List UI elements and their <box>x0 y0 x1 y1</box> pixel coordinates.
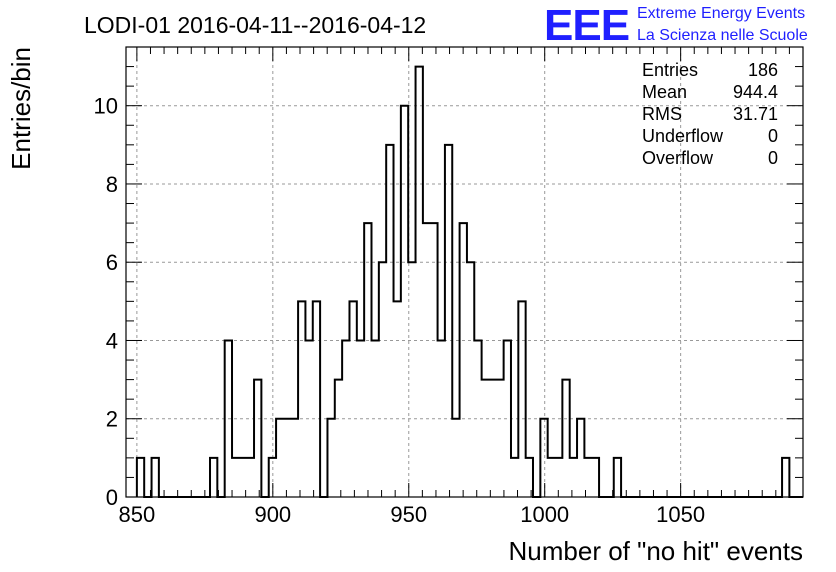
stats-overflow-value: 0 <box>768 148 778 168</box>
histogram-bin <box>137 458 144 497</box>
y-tick-label: 4 <box>106 328 118 353</box>
x-tick-label: 850 <box>119 502 156 527</box>
histogram-bin <box>460 223 467 497</box>
histogram-bin <box>364 223 371 497</box>
histogram-bin <box>276 419 283 497</box>
histogram-bin <box>430 223 437 497</box>
x-tick-label: 950 <box>390 502 427 527</box>
stats-box: Entries 186 Mean 944.4 RMS 31.71 Underfl… <box>642 60 778 168</box>
histogram-bin <box>313 301 320 497</box>
stats-rms-value: 31.71 <box>733 104 778 124</box>
histogram-bin <box>416 67 423 497</box>
histogram-bin <box>452 419 459 497</box>
y-tick-label: 6 <box>106 250 118 275</box>
histogram-bin <box>372 340 379 497</box>
histogram-bin <box>401 106 408 497</box>
eee-logo-line2: La Scienza nelle Scuole <box>637 27 808 44</box>
histogram-bin <box>239 458 246 497</box>
histogram-bin <box>357 340 364 497</box>
histogram-bin <box>548 458 555 497</box>
histogram-bin <box>511 458 518 497</box>
stats-underflow-value: 0 <box>768 126 778 146</box>
histogram-bin <box>467 262 474 497</box>
histogram-bin <box>504 340 511 497</box>
y-tick-label: 0 <box>106 485 118 510</box>
histogram-bin <box>518 301 525 497</box>
axis-ticks <box>126 46 803 498</box>
histogram-bin <box>386 145 393 497</box>
histogram-bin <box>298 301 305 497</box>
histogram-bin <box>269 458 276 497</box>
stats-overflow-label: Overflow <box>642 148 714 168</box>
x-tick-label: 1000 <box>520 502 569 527</box>
histogram-bin <box>423 223 430 497</box>
histogram-bin <box>152 458 159 497</box>
histogram-bin <box>438 340 445 497</box>
histogram-bin <box>342 340 349 497</box>
histogram-bin <box>210 458 217 497</box>
stats-entries-label: Entries <box>642 60 698 80</box>
y-tick-labels: 0 2 4 6 8 10 <box>94 94 118 510</box>
histogram-bin <box>577 419 584 497</box>
eee-logo-line1: Extreme Energy Events <box>637 5 805 22</box>
histogram-bin <box>408 262 415 497</box>
histogram-outline <box>135 65 803 498</box>
histogram-bin <box>570 458 577 497</box>
histogram-bin <box>584 458 591 497</box>
histogram-bin <box>305 340 312 497</box>
histogram-bin <box>247 458 254 497</box>
histogram-bin <box>614 458 621 497</box>
histogram-bin <box>445 145 452 497</box>
plot-frame <box>125 46 804 498</box>
y-tick-label: 2 <box>106 407 118 432</box>
y-tick-label: 10 <box>94 94 118 119</box>
histogram-bin <box>327 419 334 497</box>
histogram-bin <box>225 340 232 497</box>
y-axis-label: Entries/bin <box>6 47 36 170</box>
histogram-bin <box>394 301 401 497</box>
histogram-bin <box>379 262 386 497</box>
stats-entries-value: 186 <box>748 60 778 80</box>
histogram-bin <box>291 419 298 497</box>
x-tick-label: 1050 <box>656 502 705 527</box>
histogram-bin <box>335 380 342 497</box>
histogram-bin <box>283 419 290 497</box>
eee-logo: EEE <box>544 1 629 50</box>
histogram-bin <box>540 419 547 497</box>
x-axis-label: Number of "no hit" events <box>509 536 804 566</box>
histogram-bin <box>349 301 356 497</box>
histogram-bin <box>482 380 489 497</box>
stats-mean-label: Mean <box>642 82 687 102</box>
x-tick-labels: 850 900 950 1000 1050 <box>119 502 706 527</box>
histogram-bin <box>555 458 562 497</box>
histogram-bin <box>489 380 496 497</box>
chart-title: LODI-01 2016-04-11--2016-04-12 <box>84 12 426 38</box>
y-tick-label: 8 <box>106 172 118 197</box>
stats-rms-label: RMS <box>642 104 682 124</box>
stats-underflow-label: Underflow <box>642 126 724 146</box>
histogram-bin <box>232 458 239 497</box>
histogram-bin <box>592 458 599 497</box>
histogram-bin <box>782 458 789 497</box>
stats-mean-value: 944.4 <box>733 82 778 102</box>
histogram-bin <box>562 380 569 497</box>
histogram-bin <box>254 380 261 497</box>
histogram-bin <box>474 340 481 497</box>
histogram-bin <box>496 380 503 497</box>
histogram-bin <box>526 458 533 497</box>
x-tick-label: 900 <box>254 502 291 527</box>
